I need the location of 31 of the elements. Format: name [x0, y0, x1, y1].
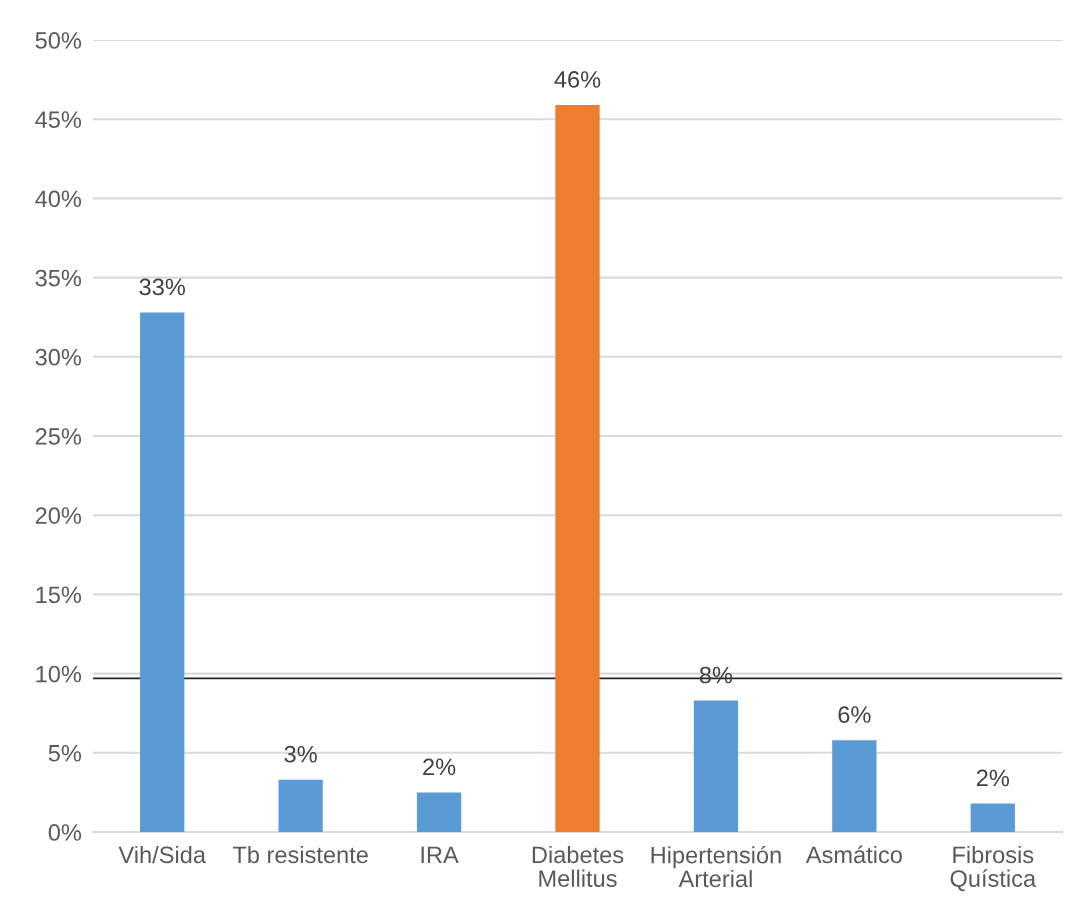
y-tick-label: 10% [36, 665, 82, 683]
data-label: 2% [423, 758, 456, 776]
y-tick-label: 5% [48, 744, 82, 762]
data-label: 2% [976, 769, 1010, 787]
bar [140, 312, 185, 832]
y-tick-label: 45% [35, 111, 82, 128]
x-tick-label: IRA [421, 846, 459, 863]
y-tick-label: 15% [36, 586, 82, 604]
bar [555, 104, 600, 832]
y-tick-label: 40% [35, 190, 82, 208]
y-tick-label: 35% [35, 269, 82, 287]
bar [693, 700, 739, 832]
data-label: 33% [139, 278, 185, 296]
y-tick-label: 30% [35, 348, 82, 366]
y-tick-label: 20% [35, 507, 82, 524]
x-tick-label: Tb resistente [232, 845, 368, 864]
data-label: 46% [554, 71, 601, 88]
x-tick-label: Fibrosis Quística [950, 845, 1037, 892]
bar [416, 792, 462, 832]
data-label: 3% [284, 745, 317, 763]
y-tick-label: 50% [35, 32, 82, 49]
bar [832, 740, 877, 832]
x-tick-label: Diabetes Mellitus [532, 845, 624, 887]
bar [278, 779, 323, 832]
y-tick-label: 25% [35, 428, 82, 445]
x-tick-label: Vih/Sida [118, 845, 206, 864]
data-label: 6% [838, 706, 871, 723]
bar [970, 803, 1015, 832]
y-tick-label: 0% [48, 824, 82, 841]
x-tick-label: Asmático [805, 845, 902, 864]
x-tick-label: Hipertensión Arterial [651, 845, 781, 888]
